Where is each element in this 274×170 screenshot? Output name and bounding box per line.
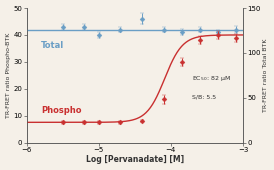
Text: Phospho: Phospho [41, 106, 81, 115]
Text: Total: Total [41, 41, 64, 50]
Y-axis label: TR-FRET ratio Phospho-BTK: TR-FRET ratio Phospho-BTK [5, 33, 11, 118]
Text: EC$_{50}$: 82 μM: EC$_{50}$: 82 μM [192, 74, 231, 83]
Y-axis label: TR-FRET ratio Total BTK: TR-FRET ratio Total BTK [263, 39, 269, 112]
X-axis label: Log [Pervanadate] [M]: Log [Pervanadate] [M] [86, 155, 184, 164]
Text: S/B: 5.5: S/B: 5.5 [192, 94, 217, 99]
